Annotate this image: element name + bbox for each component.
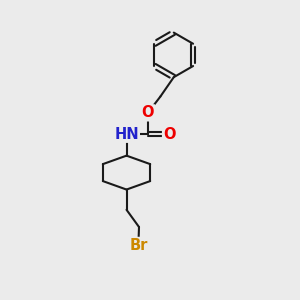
Text: HN: HN xyxy=(114,127,139,142)
Text: O: O xyxy=(142,105,154,120)
Text: Br: Br xyxy=(129,238,148,253)
Text: O: O xyxy=(163,127,176,142)
